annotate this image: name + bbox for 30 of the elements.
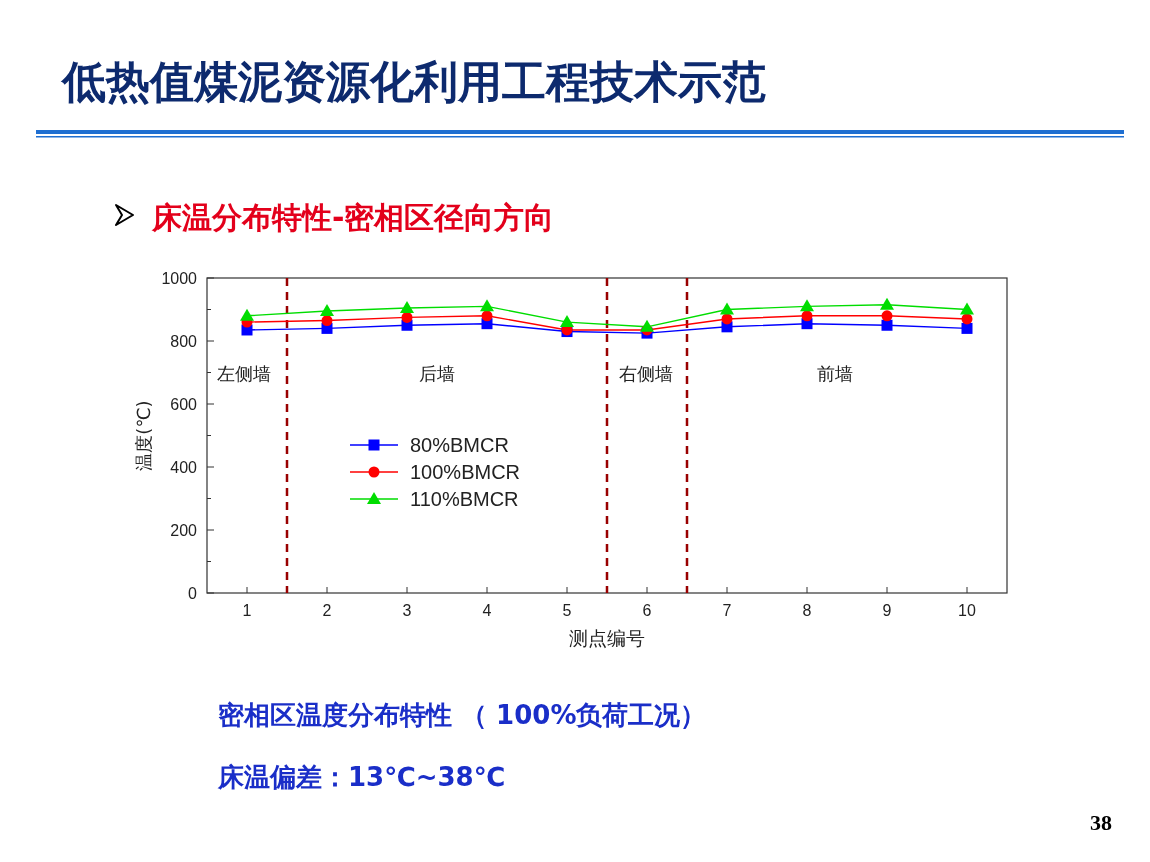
text: 床温偏差：13℃~38℃ — [217, 762, 506, 792]
legend-label: 100%BMCR — [410, 461, 521, 483]
x-tick-label: 3 — [402, 602, 412, 619]
y-tick-label: 200 — [170, 522, 198, 539]
y-tick-label: 800 — [170, 333, 198, 350]
x-tick-label: 2 — [322, 602, 332, 619]
annotation: 右侧墙 — [619, 363, 673, 384]
text: 38 — [1090, 810, 1112, 835]
x-tick-label: 5 — [562, 602, 572, 619]
annotation: 后墙 — [419, 363, 455, 384]
text: 密相区温度分布特性 （ 100%负荷工况） — [218, 700, 707, 730]
legend-label: 80%BMCR — [410, 434, 509, 456]
x-tick-label: 9 — [882, 602, 892, 619]
x-tick-label: 10 — [958, 602, 976, 619]
x-tick-label: 4 — [482, 602, 492, 619]
annotation: 左侧墙 — [217, 363, 271, 384]
x-tick-label: 1 — [242, 602, 252, 619]
y-axis-title: 温度(℃) — [133, 400, 154, 471]
legend-label: 110%BMCR — [410, 488, 519, 510]
x-tick-label: 7 — [722, 602, 732, 619]
x-tick-label: 6 — [642, 602, 652, 619]
annotation: 前墙 — [817, 363, 853, 384]
y-tick-label: 600 — [170, 396, 198, 413]
chart-subtitle: 床温分布特性-密相区径向方向 — [151, 200, 555, 235]
y-tick-label: 0 — [188, 585, 198, 602]
chart-title: 低热值煤泥资源化利用工程技术示范 — [60, 56, 766, 107]
x-tick-label: 8 — [802, 602, 812, 619]
y-tick-label: 400 — [170, 459, 198, 476]
y-tick-label: 1000 — [161, 270, 198, 287]
x-axis-title: 测点编号 — [569, 627, 645, 649]
